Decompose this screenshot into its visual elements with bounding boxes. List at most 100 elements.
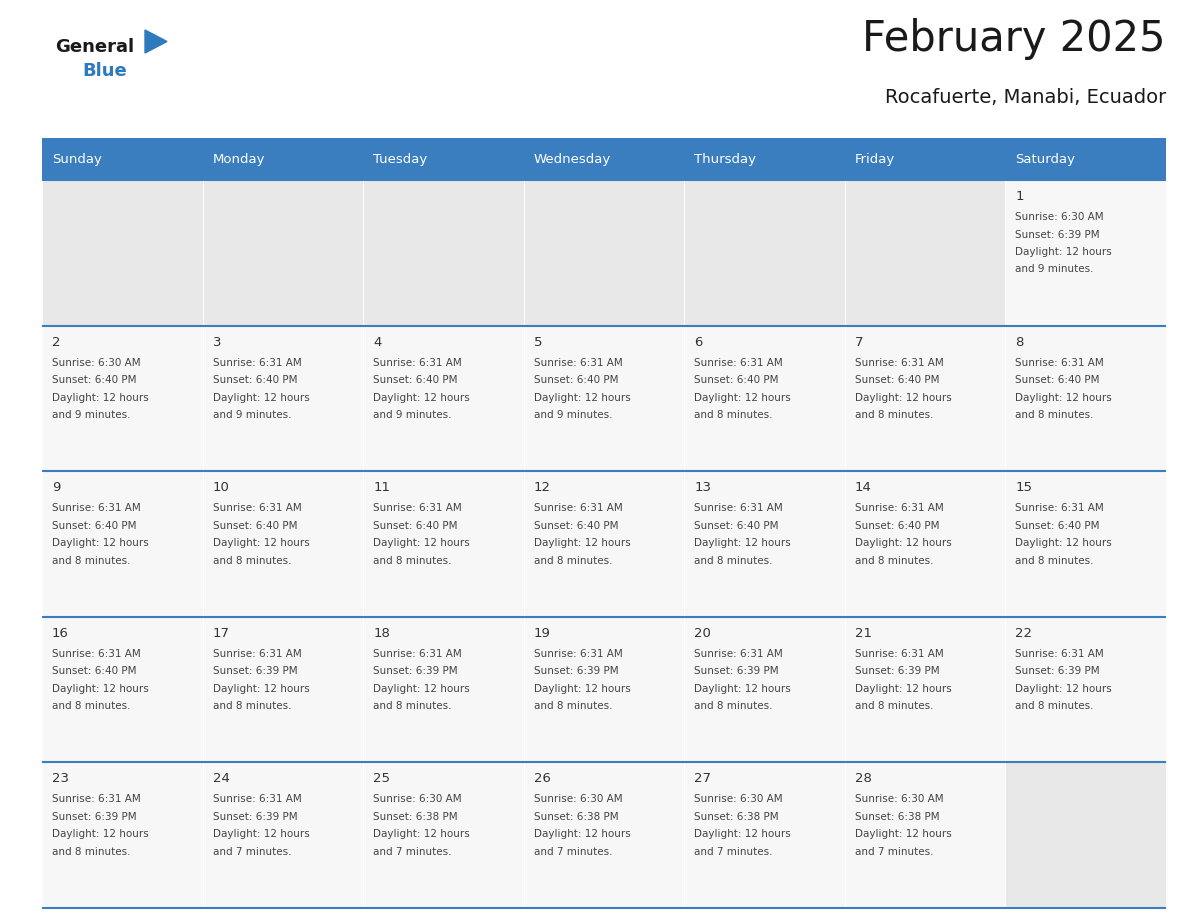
Text: Daylight: 12 hours: Daylight: 12 hours <box>52 684 148 694</box>
Text: Sunrise: 6:31 AM: Sunrise: 6:31 AM <box>373 649 462 659</box>
Text: 3: 3 <box>213 336 221 349</box>
Text: Sunrise: 6:31 AM: Sunrise: 6:31 AM <box>694 358 783 367</box>
Text: and 7 minutes.: and 7 minutes. <box>855 847 934 856</box>
Bar <box>1005 180 1165 326</box>
Text: Daylight: 12 hours: Daylight: 12 hours <box>373 829 470 839</box>
Text: Sunset: 6:39 PM: Sunset: 6:39 PM <box>855 666 940 677</box>
Text: Wednesday: Wednesday <box>533 152 611 165</box>
Text: Sunset: 6:40 PM: Sunset: 6:40 PM <box>373 521 457 531</box>
Text: Sunrise: 6:30 AM: Sunrise: 6:30 AM <box>1016 212 1104 222</box>
Bar <box>42 326 203 471</box>
Text: 2: 2 <box>52 336 61 349</box>
Text: Sunset: 6:40 PM: Sunset: 6:40 PM <box>52 521 137 531</box>
Bar <box>1005 763 1165 908</box>
Text: 27: 27 <box>694 772 712 786</box>
Text: Sunrise: 6:31 AM: Sunrise: 6:31 AM <box>533 649 623 659</box>
Polygon shape <box>145 30 168 53</box>
Text: Sunrise: 6:31 AM: Sunrise: 6:31 AM <box>1016 503 1104 513</box>
Text: and 8 minutes.: and 8 minutes. <box>373 701 451 711</box>
Text: Daylight: 12 hours: Daylight: 12 hours <box>855 393 952 403</box>
Text: Daylight: 12 hours: Daylight: 12 hours <box>52 393 148 403</box>
Text: 12: 12 <box>533 481 551 494</box>
Text: Sunrise: 6:31 AM: Sunrise: 6:31 AM <box>213 358 302 367</box>
Text: Thursday: Thursday <box>694 152 757 165</box>
Text: Daylight: 12 hours: Daylight: 12 hours <box>373 538 470 548</box>
Text: 26: 26 <box>533 772 550 786</box>
Text: Sunset: 6:39 PM: Sunset: 6:39 PM <box>213 666 297 677</box>
Text: Sunset: 6:40 PM: Sunset: 6:40 PM <box>213 375 297 385</box>
Text: 22: 22 <box>1016 627 1032 640</box>
Bar <box>684 138 845 180</box>
Text: and 8 minutes.: and 8 minutes. <box>694 410 772 420</box>
Bar <box>203 471 364 617</box>
Text: Daylight: 12 hours: Daylight: 12 hours <box>533 538 631 548</box>
Text: and 8 minutes.: and 8 minutes. <box>213 701 291 711</box>
Bar <box>42 180 203 326</box>
Text: Sunrise: 6:31 AM: Sunrise: 6:31 AM <box>52 649 140 659</box>
Text: Sunrise: 6:30 AM: Sunrise: 6:30 AM <box>694 794 783 804</box>
Text: Daylight: 12 hours: Daylight: 12 hours <box>1016 247 1112 257</box>
Bar <box>684 471 845 617</box>
Text: Tuesday: Tuesday <box>373 152 428 165</box>
Text: Sunset: 6:39 PM: Sunset: 6:39 PM <box>213 812 297 822</box>
Text: Sunrise: 6:31 AM: Sunrise: 6:31 AM <box>694 503 783 513</box>
Text: 14: 14 <box>855 481 872 494</box>
Bar <box>845 326 1005 471</box>
Text: and 9 minutes.: and 9 minutes. <box>533 410 612 420</box>
Text: Daylight: 12 hours: Daylight: 12 hours <box>213 829 309 839</box>
Text: Sunset: 6:40 PM: Sunset: 6:40 PM <box>855 375 940 385</box>
Bar <box>684 180 845 326</box>
Text: Daylight: 12 hours: Daylight: 12 hours <box>533 829 631 839</box>
Text: 11: 11 <box>373 481 390 494</box>
Text: 10: 10 <box>213 481 229 494</box>
Bar <box>364 138 524 180</box>
Text: Friday: Friday <box>855 152 895 165</box>
Text: and 7 minutes.: and 7 minutes. <box>213 847 291 856</box>
Text: 7: 7 <box>855 336 864 349</box>
Bar <box>364 326 524 471</box>
Text: and 9 minutes.: and 9 minutes. <box>1016 264 1094 274</box>
Text: Sunrise: 6:31 AM: Sunrise: 6:31 AM <box>373 503 462 513</box>
Text: Daylight: 12 hours: Daylight: 12 hours <box>213 393 309 403</box>
Text: and 8 minutes.: and 8 minutes. <box>52 847 131 856</box>
Bar <box>364 471 524 617</box>
Bar <box>845 763 1005 908</box>
Text: Sunrise: 6:30 AM: Sunrise: 6:30 AM <box>52 358 140 367</box>
Text: Daylight: 12 hours: Daylight: 12 hours <box>52 538 148 548</box>
Text: Sunrise: 6:30 AM: Sunrise: 6:30 AM <box>855 794 943 804</box>
Bar <box>203 763 364 908</box>
Bar <box>1005 471 1165 617</box>
Text: 28: 28 <box>855 772 872 786</box>
Text: 15: 15 <box>1016 481 1032 494</box>
Text: and 9 minutes.: and 9 minutes. <box>373 410 451 420</box>
Text: Sunset: 6:39 PM: Sunset: 6:39 PM <box>1016 666 1100 677</box>
Text: Sunset: 6:40 PM: Sunset: 6:40 PM <box>373 375 457 385</box>
Text: Daylight: 12 hours: Daylight: 12 hours <box>1016 393 1112 403</box>
Bar <box>845 180 1005 326</box>
Text: 4: 4 <box>373 336 381 349</box>
Text: Sunset: 6:40 PM: Sunset: 6:40 PM <box>855 521 940 531</box>
Text: and 8 minutes.: and 8 minutes. <box>533 701 612 711</box>
Text: Daylight: 12 hours: Daylight: 12 hours <box>694 393 791 403</box>
Text: Sunrise: 6:31 AM: Sunrise: 6:31 AM <box>855 503 943 513</box>
Bar <box>845 471 1005 617</box>
Text: Blue: Blue <box>82 62 127 80</box>
Text: 25: 25 <box>373 772 390 786</box>
Text: Daylight: 12 hours: Daylight: 12 hours <box>694 684 791 694</box>
Text: Daylight: 12 hours: Daylight: 12 hours <box>533 684 631 694</box>
Text: 21: 21 <box>855 627 872 640</box>
Text: Sunset: 6:38 PM: Sunset: 6:38 PM <box>533 812 618 822</box>
Text: Sunset: 6:40 PM: Sunset: 6:40 PM <box>694 521 779 531</box>
Text: Daylight: 12 hours: Daylight: 12 hours <box>533 393 631 403</box>
Text: Sunrise: 6:31 AM: Sunrise: 6:31 AM <box>1016 649 1104 659</box>
Text: Daylight: 12 hours: Daylight: 12 hours <box>213 684 309 694</box>
Text: 20: 20 <box>694 627 712 640</box>
Text: Sunset: 6:40 PM: Sunset: 6:40 PM <box>213 521 297 531</box>
Text: 18: 18 <box>373 627 390 640</box>
Text: and 8 minutes.: and 8 minutes. <box>855 555 934 565</box>
Text: 16: 16 <box>52 627 69 640</box>
Text: and 8 minutes.: and 8 minutes. <box>855 410 934 420</box>
Bar <box>524 138 684 180</box>
Text: Sunrise: 6:31 AM: Sunrise: 6:31 AM <box>694 649 783 659</box>
Text: 8: 8 <box>1016 336 1024 349</box>
